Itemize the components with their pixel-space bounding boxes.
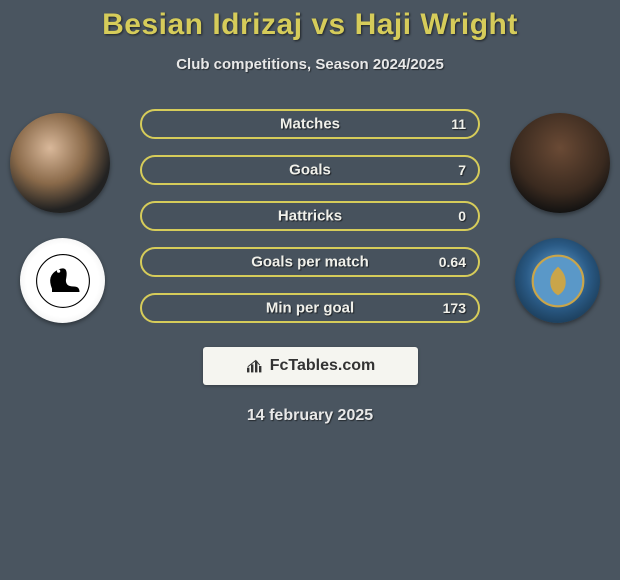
comparison-area: Matches 11 Goals 7 Hattricks 0 Goals per… [0, 103, 620, 343]
left-club-badge [20, 238, 105, 323]
stat-right-value: 0.64 [439, 254, 466, 270]
swansea-icon [35, 253, 90, 308]
page-title: Besian Idrizaj vs Haji Wright [0, 8, 620, 42]
stat-label: Hattricks [278, 208, 342, 225]
stat-right-value: 0 [458, 208, 466, 224]
left-player-avatar [10, 113, 110, 213]
stat-row-matches: Matches 11 [140, 109, 480, 139]
stat-label: Goals per match [251, 254, 369, 271]
infographic-container: Besian Idrizaj vs Haji Wright Club compe… [0, 0, 620, 425]
right-player-avatar [510, 113, 610, 213]
stat-row-mpg: Min per goal 173 [140, 293, 480, 323]
stat-label: Matches [280, 116, 340, 133]
stat-right-value: 173 [443, 300, 466, 316]
stat-label: Goals [289, 162, 331, 179]
stat-rows: Matches 11 Goals 7 Hattricks 0 Goals per… [140, 109, 480, 339]
coventry-icon [530, 253, 585, 308]
date-text: 14 february 2025 [0, 407, 620, 425]
stat-right-value: 11 [451, 116, 466, 132]
chart-icon [245, 358, 265, 374]
subtitle: Club competitions, Season 2024/2025 [0, 56, 620, 73]
stat-row-goals: Goals 7 [140, 155, 480, 185]
source-badge: FcTables.com [203, 347, 418, 385]
source-text: FcTables.com [270, 357, 376, 375]
stat-right-value: 7 [458, 162, 466, 178]
stat-label: Min per goal [266, 300, 354, 317]
stat-row-gpm: Goals per match 0.64 [140, 247, 480, 277]
stat-row-hattricks: Hattricks 0 [140, 201, 480, 231]
right-club-badge [515, 238, 600, 323]
